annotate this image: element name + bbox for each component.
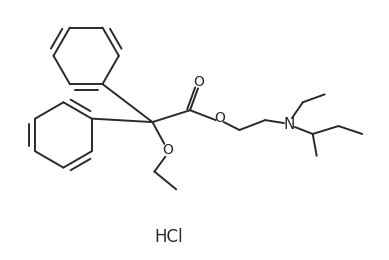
Text: HCl: HCl <box>154 228 182 246</box>
Text: O: O <box>162 143 173 157</box>
Text: O: O <box>214 111 225 125</box>
Text: N: N <box>283 116 294 132</box>
Text: O: O <box>193 75 204 88</box>
